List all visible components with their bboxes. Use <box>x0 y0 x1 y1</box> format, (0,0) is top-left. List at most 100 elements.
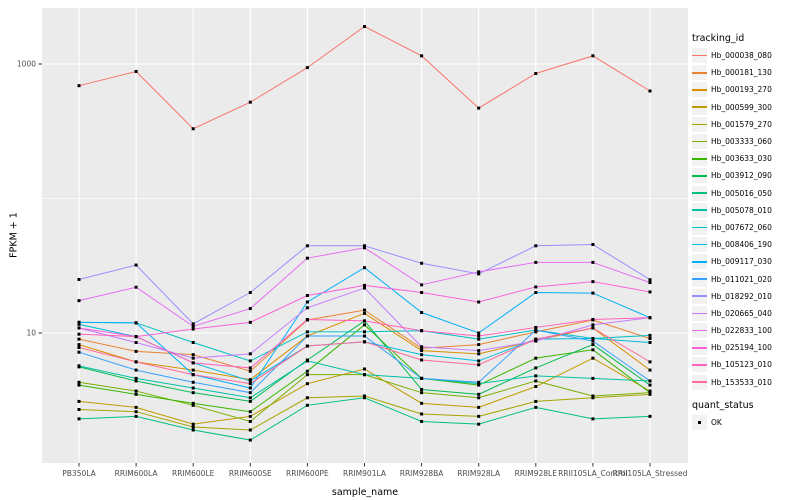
data-point-Hb_018292_010 <box>363 244 366 248</box>
data-point-Hb_003333_060 <box>477 396 481 400</box>
data-point-Hb_000038_080 <box>191 127 195 131</box>
data-point-Hb_007672_060 <box>648 333 652 337</box>
legend-item-Hb_005078_010: Hb_005078_010 <box>692 202 798 219</box>
data-point-Hb_009117_030 <box>591 291 595 295</box>
legend-key-line-icon <box>692 357 707 373</box>
legend-item-label: Hb_025194_100 <box>711 343 772 353</box>
data-point-Hb_018292_010 <box>648 278 652 282</box>
data-point-Hb_000193_270 <box>363 311 366 315</box>
legend-item-label: Hb_022833_100 <box>711 326 772 336</box>
legend-item-label: Hb_000599_300 <box>711 102 772 112</box>
data-point-Hb_011021_020 <box>134 368 138 372</box>
y-tick-label: 10 <box>26 329 36 338</box>
data-point-Hb_011021_020 <box>648 379 652 383</box>
data-point-Hb_003633_030 <box>305 369 309 373</box>
legend-item-Hb_020665_040: Hb_020665_040 <box>692 305 798 322</box>
data-point-Hb_005016_050 <box>363 396 366 400</box>
data-point-Hb_005078_010 <box>248 396 252 400</box>
legend-key-line-icon <box>692 116 707 132</box>
data-point-Hb_000038_080 <box>648 89 652 93</box>
data-point-Hb_003912_090 <box>191 391 195 395</box>
data-point-Hb_000599_300 <box>648 389 652 393</box>
data-point-Hb_005016_050 <box>420 419 424 423</box>
data-point-Hb_000599_300 <box>77 399 81 403</box>
data-point-Hb_025194_100 <box>591 280 595 284</box>
data-point-Hb_003633_030 <box>534 356 538 360</box>
data-point-Hb_000181_130 <box>134 349 138 353</box>
legend-item-label: Hb_000193_270 <box>711 85 772 95</box>
data-point-Hb_009117_030 <box>134 321 138 325</box>
data-point-Hb_022833_100 <box>191 324 195 328</box>
data-point-Hb_018292_010 <box>591 242 595 246</box>
data-point-Hb_018292_010 <box>477 272 481 276</box>
legend-key-line-icon <box>692 340 707 356</box>
data-point-Hb_008406_190 <box>591 337 595 341</box>
data-point-Hb_020665_040 <box>305 306 309 310</box>
legend-item-Hb_000193_270: Hb_000193_270 <box>692 81 798 98</box>
data-point-Hb_005016_050 <box>134 414 138 418</box>
data-point-Hb_003912_090 <box>134 379 138 383</box>
legend-key-line-icon <box>692 168 707 184</box>
legend-key-line-icon <box>692 65 707 81</box>
legend-item-label: Hb_007672_060 <box>711 222 772 232</box>
data-point-Hb_003912_090 <box>534 366 538 370</box>
data-point-Hb_020665_040 <box>134 340 138 344</box>
data-point-Hb_000193_270 <box>420 349 424 353</box>
x-axis-title: sample_name <box>331 487 399 498</box>
data-point-Hb_003333_060 <box>534 379 538 383</box>
legend-item-label: Hb_001579_270 <box>711 119 772 129</box>
data-point-Hb_000181_130 <box>248 369 252 373</box>
data-point-Hb_000038_080 <box>534 71 538 75</box>
data-point-Hb_025194_100 <box>77 326 81 330</box>
data-point-Hb_005016_050 <box>534 405 538 409</box>
data-point-Hb_020665_040 <box>248 352 252 356</box>
x-tick-label: RRIM600LE <box>172 469 215 478</box>
data-point-Hb_008406_190 <box>420 353 424 357</box>
data-point-Hb_022833_100 <box>477 270 481 274</box>
y-axis-title: FPKM + 1 <box>8 212 20 258</box>
data-point-Hb_000193_270 <box>191 368 195 372</box>
data-point-Hb_105123_010 <box>134 335 138 339</box>
data-point-Hb_009117_030 <box>534 291 538 295</box>
legend-item-Hb_003912_090: Hb_003912_090 <box>692 167 798 184</box>
data-point-Hb_005078_010 <box>591 376 595 380</box>
data-point-Hb_001579_270 <box>534 399 538 403</box>
data-point-Hb_003633_030 <box>591 348 595 352</box>
data-point-Hb_025194_100 <box>248 320 252 324</box>
data-point-Hb_022833_100 <box>305 256 309 260</box>
data-point-Hb_009117_030 <box>420 311 424 315</box>
data-point-Hb_105123_010 <box>534 325 538 329</box>
data-point-Hb_022833_100 <box>134 285 138 289</box>
data-point-Hb_153533_010 <box>77 346 81 350</box>
data-point-Hb_005078_010 <box>77 364 81 368</box>
data-point-Hb_105123_010 <box>248 366 252 370</box>
data-point-Hb_009117_030 <box>77 320 81 324</box>
legend-item-Hb_153533_010: Hb_153533_010 <box>692 374 798 391</box>
data-point-Hb_000038_080 <box>134 69 138 73</box>
data-point-Hb_008406_190 <box>648 340 652 344</box>
data-point-Hb_018292_010 <box>77 277 81 281</box>
data-point-Hb_153533_010 <box>363 340 366 344</box>
legend-item-label: Hb_003333_060 <box>711 137 772 147</box>
data-point-Hb_000038_080 <box>477 106 481 110</box>
data-point-Hb_000599_300 <box>420 401 424 405</box>
data-point-Hb_001579_270 <box>248 428 252 432</box>
legend-panel: tracking_id Hb_000038_080 Hb_000181_130 Hb… <box>692 33 798 431</box>
data-point-Hb_000181_130 <box>77 337 81 341</box>
legend-item-label: Hb_009117_030 <box>711 257 772 267</box>
data-point-Hb_105123_010 <box>363 319 366 323</box>
data-point-Hb_000181_130 <box>191 353 195 357</box>
data-point-Hb_008406_190 <box>477 359 481 363</box>
data-point-Hb_005016_050 <box>305 403 309 407</box>
data-point-Hb_000038_080 <box>77 84 81 88</box>
data-point-Hb_000181_130 <box>534 330 538 334</box>
data-point-Hb_018292_010 <box>191 322 195 326</box>
data-point-Hb_105123_010 <box>305 318 309 322</box>
legend-key-line-icon <box>692 99 707 115</box>
data-point-Hb_003633_030 <box>77 383 81 387</box>
data-point-Hb_018292_010 <box>534 244 538 248</box>
legend-key-line-icon <box>692 219 707 235</box>
legend-item-label: Hb_020665_040 <box>711 308 772 318</box>
data-point-Hb_153533_010 <box>248 382 252 386</box>
data-point-Hb_105123_010 <box>648 316 652 320</box>
